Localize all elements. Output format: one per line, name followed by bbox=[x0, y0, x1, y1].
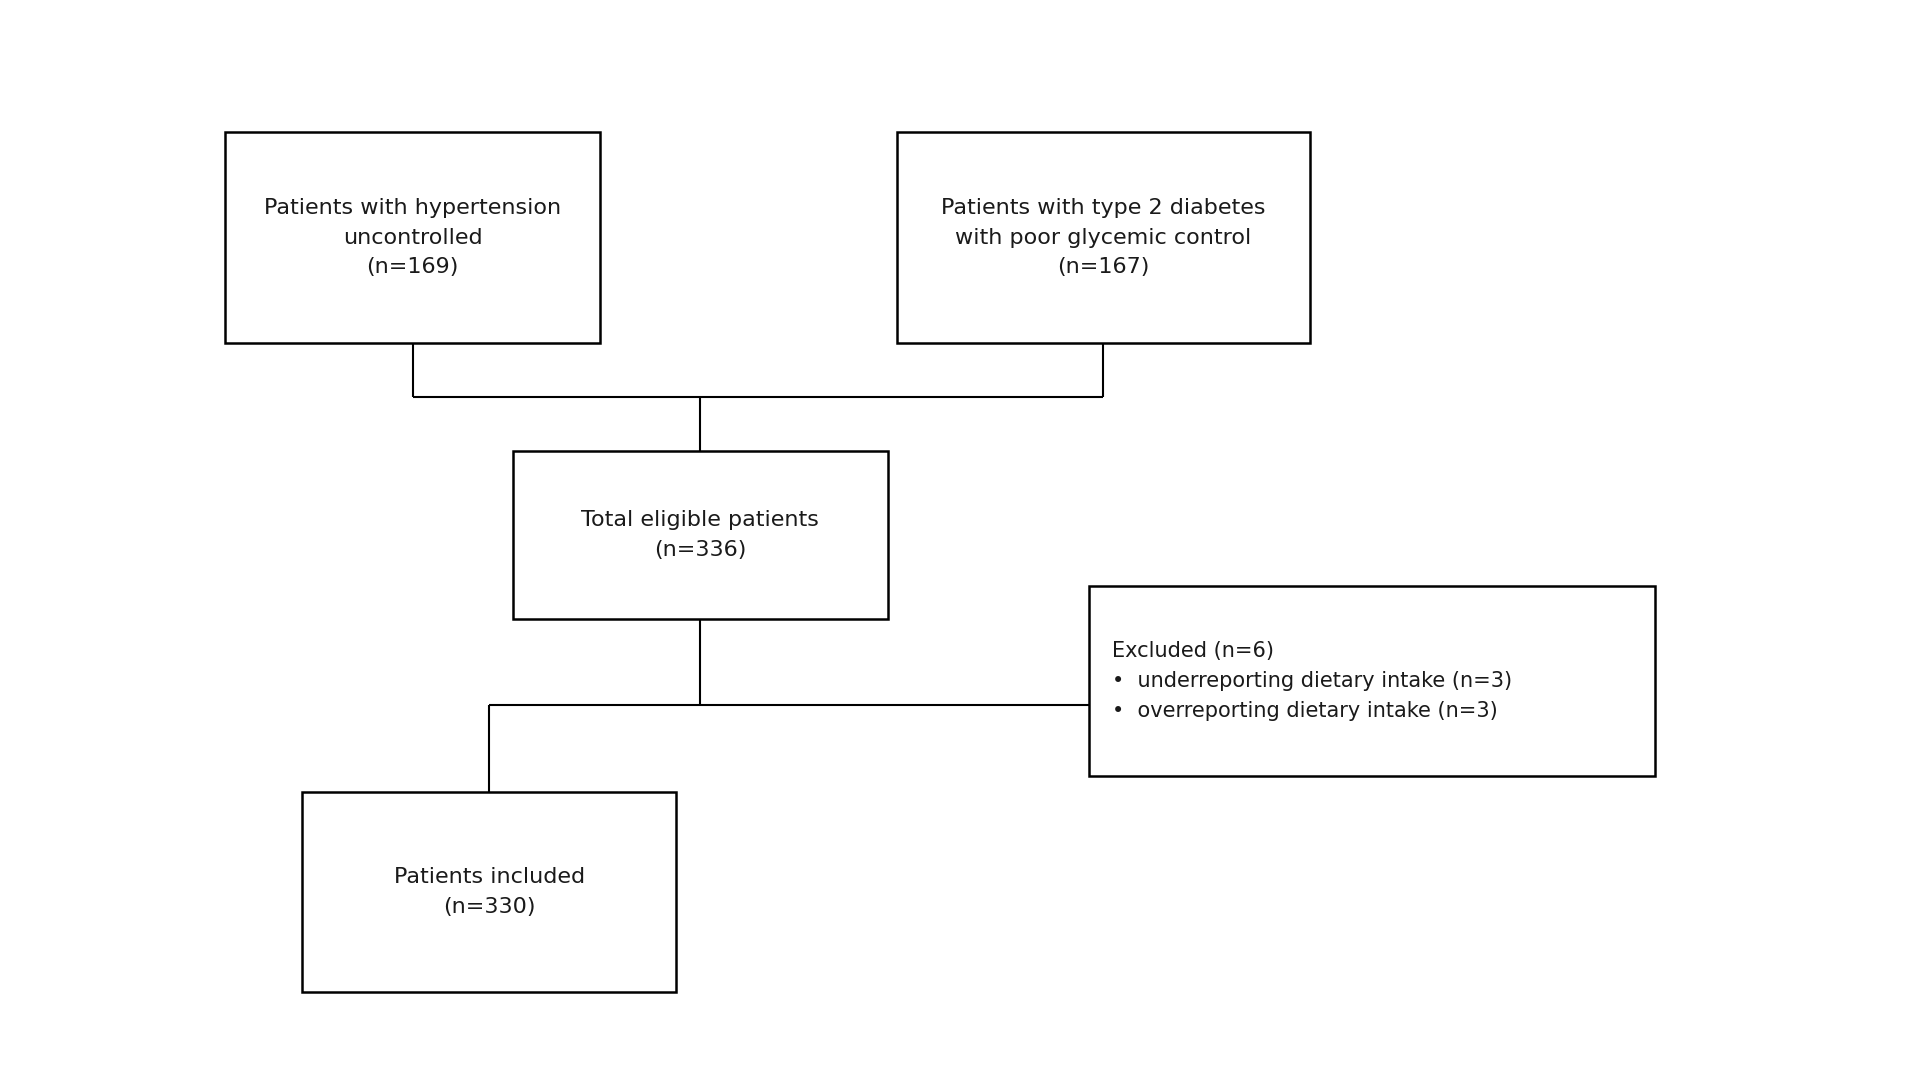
Text: Patients with hypertension
uncontrolled
(n=169): Patients with hypertension uncontrolled … bbox=[265, 198, 560, 278]
Bar bbox=[226, 132, 599, 343]
Text: Excluded (n=6)
•  underreporting dietary intake (n=3)
•  overreporting dietary i: Excluded (n=6) • underreporting dietary … bbox=[1113, 641, 1512, 721]
Bar bbox=[896, 132, 1309, 343]
Text: Patients with type 2 diabetes
with poor glycemic control
(n=167): Patients with type 2 diabetes with poor … bbox=[940, 198, 1267, 278]
Text: Total eligible patients
(n=336): Total eligible patients (n=336) bbox=[581, 510, 819, 560]
Bar bbox=[1090, 586, 1654, 776]
Bar bbox=[303, 791, 677, 992]
Text: Patients included
(n=330): Patients included (n=330) bbox=[393, 867, 585, 917]
Bar bbox=[512, 452, 887, 618]
